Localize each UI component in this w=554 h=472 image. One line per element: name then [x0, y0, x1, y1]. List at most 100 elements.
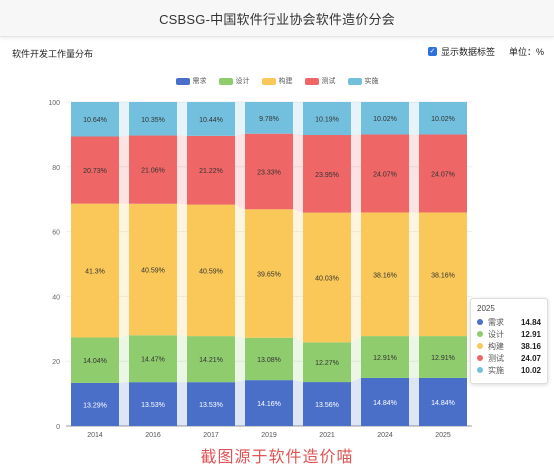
bar-segment[interactable]: [71, 337, 119, 383]
data-label: 10.64%: [83, 117, 107, 124]
tooltip-row: 构建 38.16: [477, 340, 541, 352]
data-label: 14.21%: [199, 357, 223, 364]
connector-band: [235, 133, 245, 210]
data-label: 10.44%: [199, 117, 223, 124]
bar-segment[interactable]: [129, 203, 177, 336]
connector-band: [119, 203, 129, 338]
legend-item[interactable]: 测试: [304, 76, 336, 86]
bar-segment[interactable]: [129, 135, 177, 204]
x-tick-label: 2024: [377, 432, 393, 439]
data-label: 23.33%: [257, 169, 281, 176]
connector-band: [177, 382, 187, 426]
show-labels-checkbox[interactable]: ✓: [427, 47, 437, 56]
data-label: 14.84%: [373, 400, 397, 407]
data-label: 21.06%: [141, 168, 165, 175]
connector-band: [119, 102, 129, 137]
data-label: 41.3%: [85, 269, 105, 276]
tooltip-series-name: 实施: [488, 365, 504, 375]
legend-label: 实施: [364, 78, 379, 85]
tooltip-series-value: 12.91: [520, 329, 541, 339]
data-label: 10.35%: [141, 117, 165, 124]
chart-subtitle: 软件开发工作量分布: [12, 49, 94, 59]
bar-segment[interactable]: [71, 102, 119, 137]
bar-segment[interactable]: [361, 134, 409, 213]
legend-swatch: [175, 77, 190, 85]
legend-swatch: [261, 77, 276, 85]
y-tick-label: 60: [52, 230, 60, 237]
bar-segment[interactable]: [187, 382, 235, 426]
x-tick-label: 2017: [203, 432, 219, 439]
data-label: 14.84%: [431, 400, 455, 407]
connector-band: [235, 102, 245, 136]
data-label: 38.16%: [431, 272, 455, 279]
legend-swatch: [218, 77, 233, 85]
bar-segment[interactable]: [71, 382, 119, 426]
bar-segment[interactable]: [303, 212, 351, 343]
bar-segment[interactable]: [419, 336, 467, 378]
bar-segment[interactable]: [303, 102, 351, 136]
bar-segment[interactable]: [71, 203, 119, 338]
y-tick-label: 100: [48, 100, 60, 107]
legend-item[interactable]: 需求: [175, 76, 207, 86]
legend-item[interactable]: 设计: [218, 76, 250, 86]
data-label: 13.08%: [257, 357, 281, 364]
bar-segment[interactable]: [129, 382, 177, 426]
data-label: 9.78%: [259, 116, 279, 123]
connector-band: [351, 212, 361, 343]
bar-segment[interactable]: [187, 204, 235, 337]
bar-segment[interactable]: [71, 136, 119, 204]
legend-label: 构建: [278, 78, 293, 85]
data-label: 14.16%: [257, 401, 281, 408]
series-dot-icon: [477, 331, 483, 337]
bar-segment[interactable]: [129, 335, 177, 383]
data-label: 20.73%: [83, 168, 107, 175]
unit-label: 单位：: [508, 47, 536, 57]
x-tick-label: 2021: [319, 432, 335, 439]
y-tick-label: 80: [52, 165, 60, 172]
tooltip-series-name: 需求: [488, 317, 504, 327]
legend-item[interactable]: 实施: [347, 76, 379, 86]
series-dot-icon: [477, 319, 483, 325]
bar-segment[interactable]: [187, 102, 235, 136]
connector-band: [351, 336, 361, 383]
unit-value: %: [535, 46, 544, 57]
bar-segment[interactable]: [419, 134, 467, 213]
x-tick-label: 2019: [261, 432, 277, 439]
bar-segment[interactable]: [245, 337, 293, 381]
bar-segment[interactable]: [245, 102, 293, 134]
connector-band: [177, 102, 187, 136]
bar-segment[interactable]: [361, 102, 409, 135]
connector-band: [293, 380, 303, 426]
bar-segment[interactable]: [361, 212, 409, 337]
bar-segment[interactable]: [419, 102, 467, 135]
connector-band: [409, 102, 419, 135]
bar-segment[interactable]: [245, 133, 293, 210]
bar-segment[interactable]: [303, 382, 351, 426]
data-label: 39.65%: [257, 272, 281, 279]
tooltip-series-name: 构建: [488, 341, 504, 351]
bar-segment[interactable]: [303, 342, 351, 383]
bar-segment[interactable]: [419, 212, 467, 337]
bar-segment[interactable]: [303, 135, 351, 213]
bar-segment[interactable]: [361, 336, 409, 378]
tooltip-row: 需求 14.84: [477, 316, 541, 328]
bar-segment[interactable]: [419, 377, 467, 426]
bar-segment[interactable]: [245, 209, 293, 338]
data-label: 40.59%: [141, 268, 165, 275]
legend-item[interactable]: 构建: [261, 76, 293, 86]
tooltip-series-value: 10.02: [520, 365, 541, 375]
chart-legend: 需求 设计 构建 测试 实施: [0, 76, 554, 86]
bar-segment[interactable]: [245, 380, 293, 426]
y-tick-label: 20: [52, 359, 60, 366]
connector-band: [351, 134, 361, 213]
data-label: 13.56%: [315, 402, 339, 409]
data-label: 12.27%: [315, 360, 339, 367]
bar-segment[interactable]: [129, 102, 177, 136]
y-tick-label: 0: [56, 424, 60, 431]
tooltip-row: 测试 24.07: [477, 352, 541, 364]
tooltip-series-value: 14.84: [520, 317, 541, 327]
bar-segment[interactable]: [187, 336, 235, 383]
bar-segment[interactable]: [187, 135, 235, 205]
show-labels-label[interactable]: 显示数据标签: [440, 47, 495, 57]
bar-segment[interactable]: [361, 377, 409, 426]
